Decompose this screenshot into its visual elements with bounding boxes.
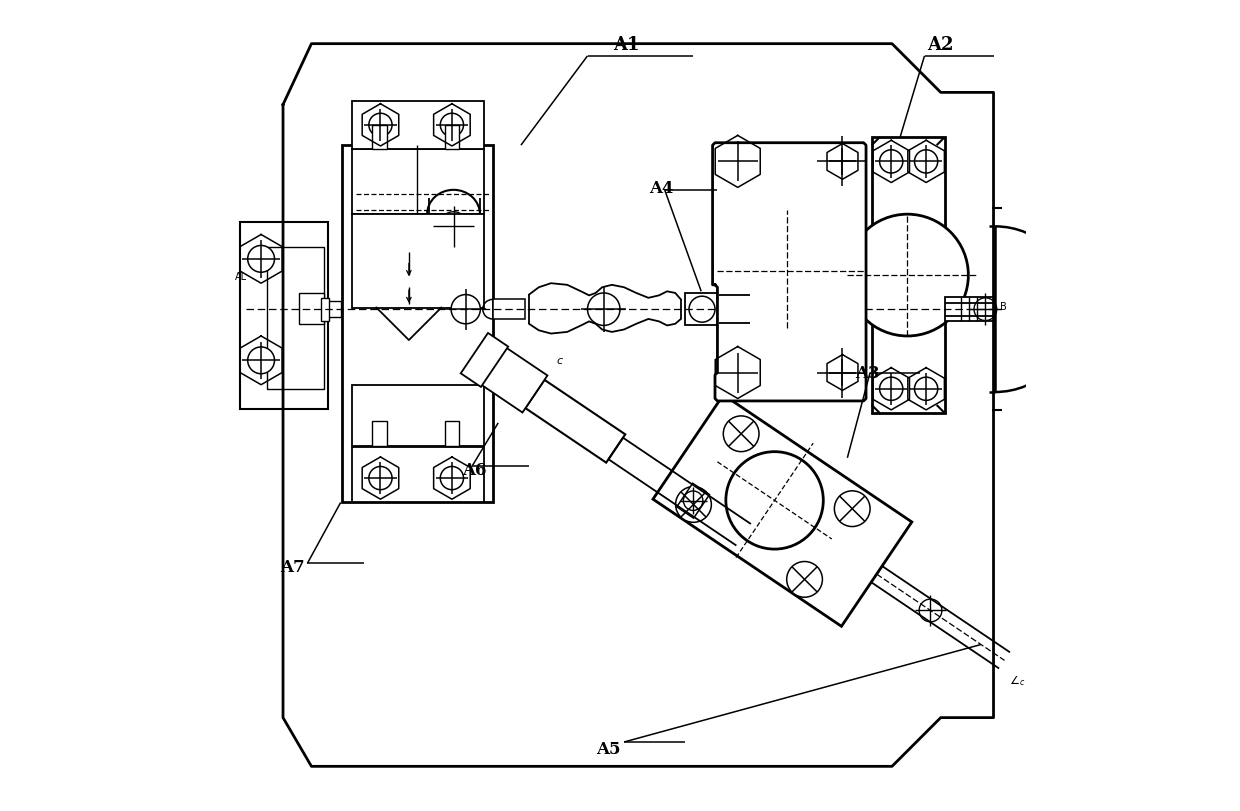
Circle shape: [588, 294, 620, 326]
Circle shape: [723, 148, 751, 177]
Circle shape: [368, 114, 392, 137]
Polygon shape: [461, 333, 508, 388]
Bar: [445, 126, 459, 150]
Circle shape: [833, 152, 852, 172]
Circle shape: [248, 347, 274, 375]
Bar: [872, 138, 945, 414]
Circle shape: [683, 491, 703, 511]
Text: A2: A2: [928, 36, 954, 54]
Bar: [241, 223, 327, 410]
Circle shape: [847, 215, 968, 337]
Bar: [684, 294, 719, 326]
Circle shape: [725, 452, 823, 549]
Circle shape: [723, 358, 751, 388]
Circle shape: [915, 378, 937, 401]
Circle shape: [825, 355, 861, 391]
Circle shape: [440, 467, 464, 490]
Bar: [945, 298, 993, 322]
Bar: [352, 101, 484, 150]
Text: A1: A1: [614, 36, 640, 54]
Polygon shape: [677, 483, 709, 518]
Bar: [372, 126, 387, 150]
Text: A3: A3: [856, 364, 880, 381]
Bar: [492, 300, 525, 320]
Text: AL: AL: [236, 272, 247, 281]
Bar: [321, 298, 330, 321]
Circle shape: [835, 491, 870, 527]
Circle shape: [676, 487, 712, 522]
Circle shape: [915, 151, 937, 174]
Bar: [299, 294, 324, 324]
Bar: [352, 215, 484, 308]
Text: A6: A6: [463, 461, 487, 478]
Bar: [352, 150, 484, 215]
Circle shape: [786, 562, 822, 598]
Circle shape: [919, 599, 942, 622]
Text: $\angle_c$: $\angle_c$: [1008, 672, 1024, 687]
Bar: [372, 422, 387, 446]
Polygon shape: [526, 380, 625, 463]
Text: A5: A5: [596, 740, 621, 757]
Bar: [352, 385, 484, 446]
Circle shape: [729, 213, 846, 330]
Bar: [326, 302, 341, 318]
Circle shape: [689, 297, 715, 323]
Circle shape: [975, 298, 997, 321]
Polygon shape: [713, 144, 866, 401]
Text: c: c: [557, 355, 563, 365]
Text: A7: A7: [280, 559, 305, 576]
Circle shape: [833, 363, 852, 383]
Circle shape: [451, 295, 480, 324]
Circle shape: [825, 144, 861, 180]
Text: B: B: [999, 302, 1007, 311]
Circle shape: [439, 212, 469, 242]
Bar: [342, 146, 492, 503]
Bar: [267, 247, 324, 389]
Bar: [445, 422, 459, 446]
Text: A4: A4: [650, 180, 673, 197]
Polygon shape: [653, 395, 911, 627]
Circle shape: [368, 467, 392, 490]
Polygon shape: [475, 345, 547, 413]
Bar: [352, 448, 484, 503]
Circle shape: [723, 416, 759, 452]
Circle shape: [248, 247, 274, 273]
Circle shape: [879, 378, 903, 401]
Circle shape: [879, 151, 903, 174]
Circle shape: [440, 114, 464, 137]
